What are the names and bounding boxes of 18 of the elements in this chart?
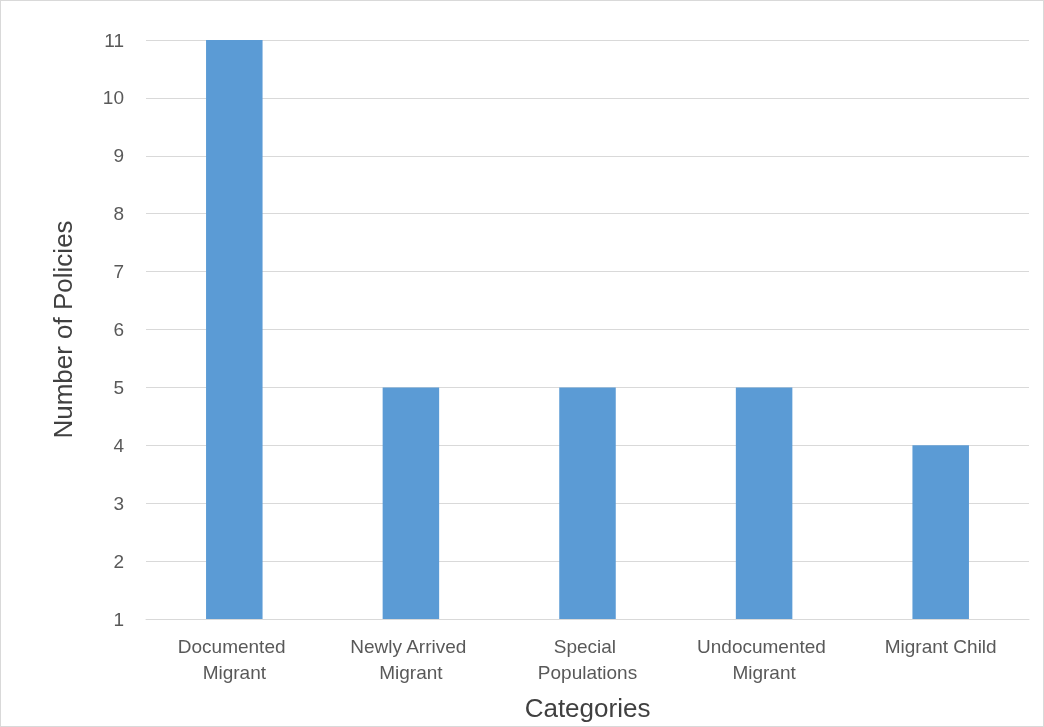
y-tick-label: 5 [113,376,124,398]
x-tick-label: Documented Migrant [177,635,291,683]
y-tick-label: 3 [113,492,124,514]
y-tick-label: 4 [113,434,125,456]
x-tick-label: Migrant Child [884,635,997,657]
y-tick-label: 2 [113,550,124,572]
y-tick-label: 6 [113,319,124,340]
x-tick-label: Undocumented Migrant [697,635,832,683]
y-tick-label: 7 [113,261,124,283]
y-tick-label: 1 [113,608,124,630]
x-axis-title: Categories [524,693,651,723]
x-tick-label: Newly Arrived Migrant [350,635,472,683]
y-tick-label: 10 [102,87,124,109]
y-tick-label: 11 [104,29,124,51]
x-tick-label: Special Populations [537,635,638,683]
y-tick-label: 9 [113,145,124,167]
y-tick-label: 8 [113,203,124,225]
y-axis-title: Number of Policies [48,220,78,439]
